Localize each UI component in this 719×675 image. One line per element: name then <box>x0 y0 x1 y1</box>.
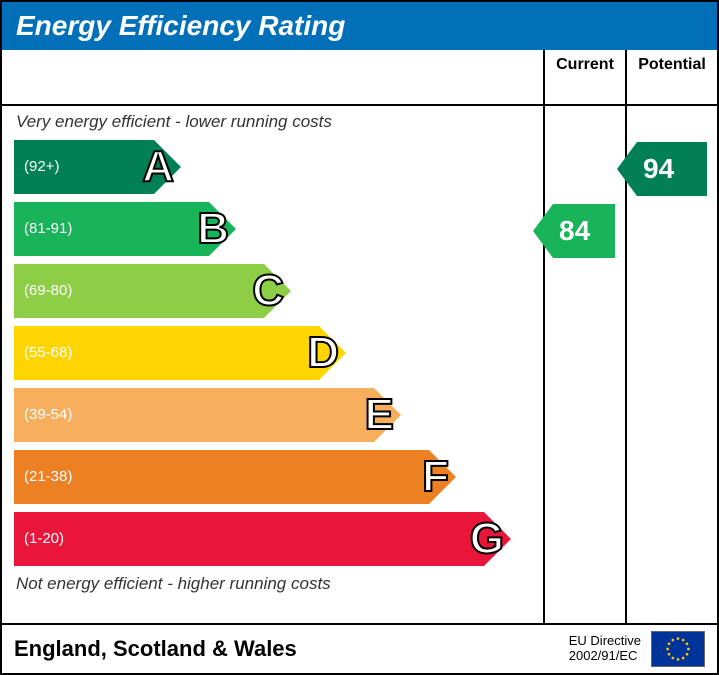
band-row: (92+) A <box>14 140 543 194</box>
band-letter: F <box>422 452 449 502</box>
band-row: (55-68) D <box>14 326 543 380</box>
band-bar: (69-80)C <box>14 264 264 318</box>
band-range: (1-20) <box>14 530 64 547</box>
band-letter: A <box>142 142 174 192</box>
band-row: (39-54) E <box>14 388 543 442</box>
chart-title: Energy Efficiency Rating <box>2 2 717 50</box>
band-bar: (92+)A <box>14 140 154 194</box>
chart-body: Current Potential Very energy efficient … <box>2 50 717 673</box>
eu-flag-icon <box>651 631 705 667</box>
header-potential: Potential <box>627 50 717 106</box>
band-letter: D <box>307 328 339 378</box>
band-bar: (55-68)D <box>14 326 319 380</box>
potential-pointer-value: 94 <box>637 142 707 196</box>
footer-right: EU Directive 2002/91/EC <box>569 631 705 667</box>
band-range: (81-91) <box>14 220 72 237</box>
bands-column: Very energy efficient - lower running co… <box>2 106 545 624</box>
caption-bottom: Not energy efficient - higher running co… <box>14 568 543 600</box>
band-range: (55-68) <box>14 344 72 361</box>
band-range: (92+) <box>14 158 59 175</box>
band-row: (81-91) B <box>14 202 543 256</box>
band-letter: E <box>365 390 394 440</box>
band-row: (1-20) G <box>14 512 543 566</box>
bands-list: (92+) A (81-91) B (69-80) C (55-68) D (39-54) E (2… <box>14 138 543 568</box>
current-pointer: 84 <box>553 204 625 258</box>
band-bar: (81-91)B <box>14 202 209 256</box>
header-current: Current <box>545 50 627 106</box>
band-letter: C <box>252 266 284 316</box>
band-letter: G <box>470 514 504 564</box>
caption-top: Very energy efficient - lower running co… <box>14 106 543 138</box>
footer-region: England, Scotland & Wales <box>14 636 297 662</box>
chart-grid: Current Potential Very energy efficient … <box>2 50 717 623</box>
band-range: (39-54) <box>14 406 72 423</box>
current-column: 84 <box>545 106 627 624</box>
band-range: (21-38) <box>14 468 72 485</box>
footer-directive: EU Directive 2002/91/EC <box>569 634 641 664</box>
band-bar: (39-54)E <box>14 388 374 442</box>
band-bar: (21-38)F <box>14 450 429 504</box>
epc-chart: Energy Efficiency Rating Current Potenti… <box>0 0 719 675</box>
header-blank <box>2 50 545 106</box>
directive-line2: 2002/91/EC <box>569 648 638 663</box>
current-pointer-value: 84 <box>553 204 615 258</box>
band-row: (21-38) F <box>14 450 543 504</box>
band-row: (69-80) C <box>14 264 543 318</box>
chart-footer: England, Scotland & Wales EU Directive 2… <box>2 623 717 673</box>
band-range: (69-80) <box>14 282 72 299</box>
directive-line1: EU Directive <box>569 633 641 648</box>
potential-column: 94 <box>627 106 717 624</box>
band-bar: (1-20)G <box>14 512 484 566</box>
band-letter: B <box>197 204 229 254</box>
potential-pointer: 94 <box>637 142 717 196</box>
